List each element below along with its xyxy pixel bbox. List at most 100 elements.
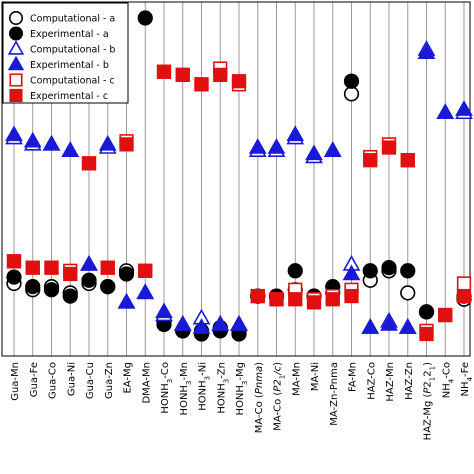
point-experimental-b-haz-zn: [398, 318, 417, 334]
point-experimental-c-ma-co-pnma: [250, 288, 265, 304]
tick-label-haz-mn: HAZ-Mn: [385, 362, 396, 402]
point-experimental-a-haz-co: [362, 263, 378, 279]
point-experimental-c-gua-co: [44, 260, 59, 275]
point-experimental-c-gua-mn: [6, 254, 22, 269]
tick-label-nh4-co: NH4-Co: [441, 362, 455, 398]
legend-marker-experimental-b: [7, 55, 25, 71]
point-experimental-b-nh4-co: [436, 103, 455, 120]
point-experimental-b-nh4-fe: [455, 100, 473, 116]
tick-label-honh3-ni: HONH3-Ni: [198, 362, 212, 411]
point-experimental-b-honh3-co: [155, 302, 173, 319]
point-experimental-a-haz-mn: [381, 260, 397, 276]
legend: Computational - a Experimental - a Computa…: [2, 2, 129, 104]
legend-label-computational-c: Computational - c: [30, 76, 115, 87]
tick-label-gua-zn: Gua-Zn: [104, 362, 115, 399]
point-experimental-b-gua-fe: [23, 131, 42, 148]
point-experimental-b-gua-cu: [80, 254, 98, 271]
point-experimental-b-honh3-zn: [211, 315, 230, 331]
tick-label-ma-mn: MA-Mn: [291, 362, 302, 396]
tick-label-honh3-mg: HONH3-Mg: [235, 362, 249, 415]
legend-marker-experimental-c: [9, 88, 23, 103]
point-experimental-c-haz-co: [363, 153, 378, 168]
point-experimental-c-gua-cu: [81, 156, 97, 171]
data-markers: [5, 10, 473, 342]
tick-label-fa-mn: FA-Mn: [348, 362, 359, 392]
point-experimental-a-haz-zn: [400, 263, 416, 279]
point-experimental-b-gua-zn: [98, 134, 117, 151]
point-experimental-a-fa-mn: [343, 73, 360, 89]
point-experimental-b-gua-ni: [61, 141, 80, 157]
point-experimental-b-ma-mn: [286, 125, 305, 142]
legend-marker-computational-a: [9, 11, 23, 25]
tick-label-gua-ni: Gua-Ni: [66, 362, 77, 396]
point-experimental-b-gua-mn: [5, 125, 23, 142]
point-computational-c-nh4-fe: [456, 276, 472, 291]
point-computational-a-haz-zn: [400, 285, 416, 301]
point-experimental-a-gua-mn: [6, 269, 22, 285]
series-experimental-c: [6, 64, 472, 342]
point-experimental-a-haz-mg-p2121: [418, 304, 435, 320]
point-experimental-c-honh3-co: [156, 64, 172, 79]
point-experimental-a-gua-zn: [100, 278, 116, 295]
point-experimental-b-fa-mn: [342, 264, 361, 281]
tick-label-ea-mg: EA-Mg: [123, 362, 134, 394]
point-experimental-b-haz-co: [361, 318, 380, 334]
tick-label-honh3-zn: HONH3-Zn: [216, 362, 230, 414]
point-experimental-c-ma-mn: [288, 292, 303, 307]
point-experimental-b-ma-ni: [305, 144, 323, 161]
tick-label-gua-cu: Gua-Cu: [85, 362, 96, 399]
point-experimental-b-haz-mg-p2121: [417, 43, 436, 60]
series-experimental-b: [5, 43, 473, 334]
tick-label-gua-mn: Gua-Mn: [10, 362, 21, 401]
point-experimental-c-gua-ni: [63, 266, 78, 282]
tick-label-ma-zn-pnma: MA-Zn-Pnma: [329, 362, 340, 426]
point-experimental-c-ma-co-p21-c: [269, 292, 284, 307]
legend-label-experimental-b: Experimental - b: [30, 60, 109, 71]
legend-marker-experimental-a: [9, 26, 23, 41]
point-experimental-b-honh3-mg: [230, 315, 248, 331]
point-experimental-c-haz-mn: [381, 140, 397, 155]
point-experimental-c-haz-zn: [400, 153, 415, 168]
point-experimental-b-haz-mn: [380, 315, 398, 331]
tick-label-honh3-mn: HONH3-Mn: [179, 362, 193, 415]
point-experimental-a-gua-fe: [25, 278, 41, 295]
point-experimental-c-honh3-zn: [213, 67, 228, 83]
legend-label-computational-a: Computational - a: [30, 14, 115, 25]
point-experimental-a-dma-mn: [137, 10, 153, 26]
point-experimental-c-gua-fe: [25, 260, 40, 275]
point-experimental-c-honh3-ni: [194, 77, 209, 92]
tick-label-honh3-co: HONH3-Co: [160, 362, 174, 414]
tick-label-ma-ni: MA-Ni: [310, 362, 321, 391]
point-experimental-c-haz-mg-p2121: [419, 326, 434, 342]
point-experimental-c-nh4-co: [438, 307, 453, 323]
tick-label-gua-co: Gua-Co: [48, 362, 59, 399]
point-experimental-a-ma-mn: [287, 263, 303, 279]
point-experimental-c-nh4-fe: [456, 288, 472, 304]
point-experimental-b-honh3-mn: [173, 315, 192, 331]
tick-label-gua-fe: Gua-Fe: [29, 362, 40, 397]
tick-label-dma-mn: DMA-Mn: [141, 362, 152, 404]
point-experimental-a-gua-cu: [81, 272, 97, 288]
legend-label-experimental-c: Experimental - c: [30, 91, 108, 102]
point-computational-a-fa-mn: [343, 86, 360, 102]
legend-marker-computational-b: [7, 40, 25, 55]
point-experimental-c-gua-zn: [100, 260, 115, 275]
tick-label-haz-co: HAZ-Co: [366, 362, 377, 400]
point-experimental-b-ma-co-pnma: [248, 138, 267, 154]
point-experimental-c-honh3-mn: [175, 67, 190, 83]
point-experimental-c-dma-mn: [138, 263, 153, 278]
point-experimental-a-gua-co: [43, 282, 60, 298]
point-experimental-b-gua-co: [42, 134, 61, 151]
point-experimental-b-ma-zn-pnma: [323, 141, 342, 157]
point-experimental-c-ea-mg: [119, 137, 134, 152]
point-experimental-c-honh3-mg: [231, 74, 247, 89]
plot-frame: [1, 1, 471, 357]
legend-marker-computational-c: [9, 73, 23, 87]
tick-label-haz-mg-p2121: HAZ-Mg (P2121): [423, 362, 437, 440]
legend-label-experimental-a: Experimental - a: [30, 29, 109, 40]
tick-label-ma-co-p21-c: MA-Co (P21/c): [273, 362, 287, 431]
tick-label-haz-zn: HAZ-Zn: [404, 362, 415, 400]
point-experimental-b-ma-co-p21-c: [267, 138, 286, 154]
legend-label-computational-b: Computational - b: [30, 45, 115, 56]
